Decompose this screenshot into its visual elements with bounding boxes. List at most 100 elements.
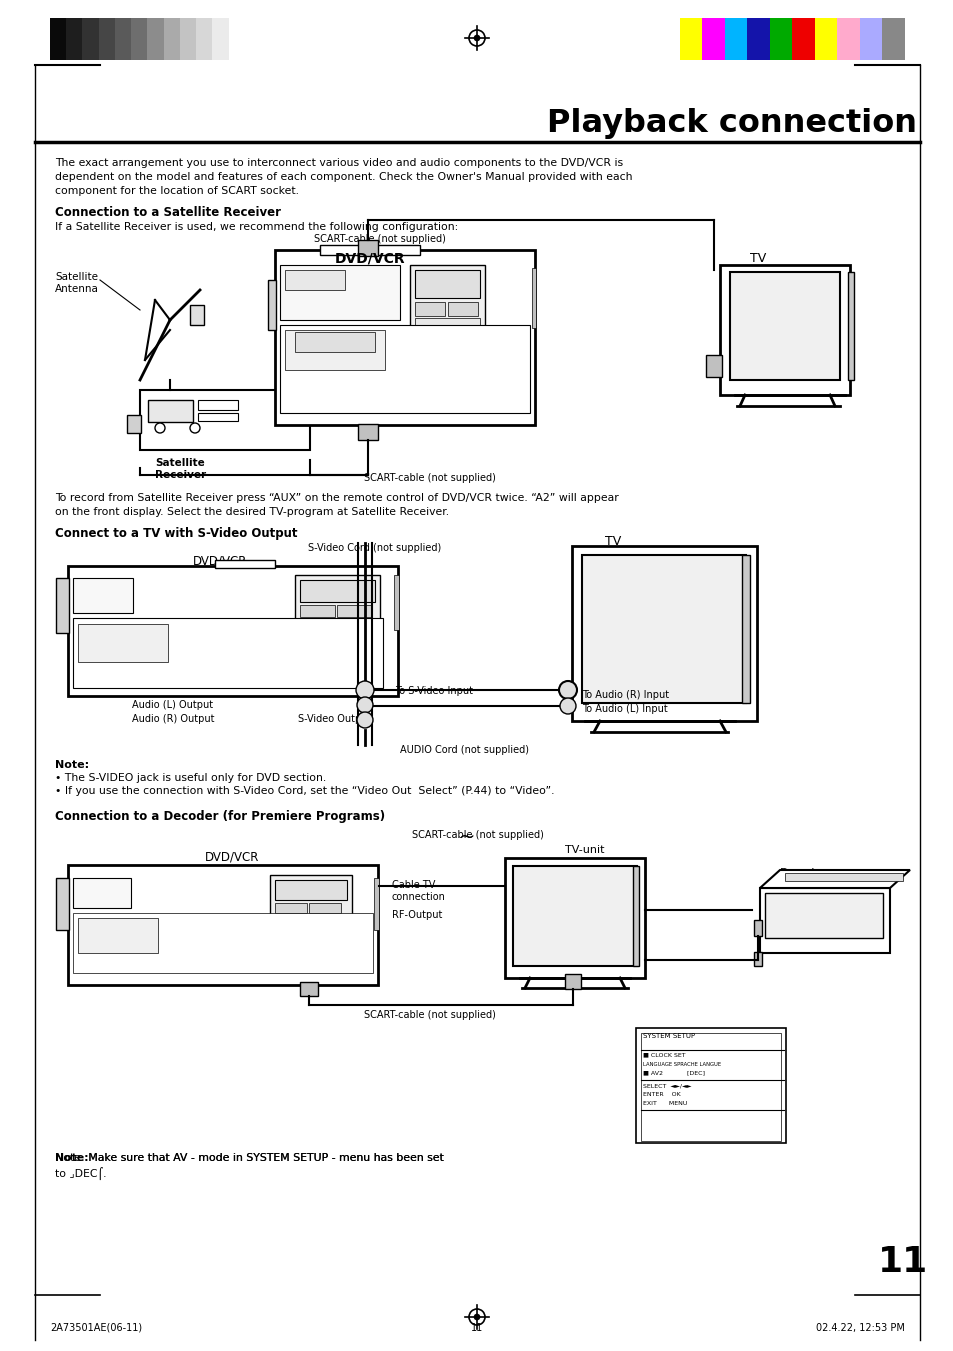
Bar [198,400,237,409]
Bar [270,875,352,927]
Bar [753,952,761,966]
Text: To Audio (L) Input: To Audio (L) Input [581,704,667,713]
Circle shape [474,35,479,41]
Text: DVD/VCR: DVD/VCR [205,850,259,863]
Bar [747,18,769,59]
Text: Satellite
Antenna: Satellite Antenna [55,272,99,293]
Text: Note: Make sure that AV - mode in SYSTEM SETUP - menu has been set: Note: Make sure that AV - mode in SYSTEM… [55,1152,443,1163]
Bar [847,272,853,380]
Bar [640,1034,779,1048]
Bar [73,913,373,973]
Bar [148,400,193,422]
Text: Connect to a TV with S-Video Output: Connect to a TV with S-Video Output [55,527,297,540]
Text: To Audio (R) Input: To Audio (R) Input [581,690,668,700]
Text: SCART-cable (not supplied): SCART-cable (not supplied) [314,234,445,245]
Bar [140,390,310,450]
Circle shape [356,697,373,713]
Bar [285,330,385,370]
Bar [581,555,745,703]
Bar [73,578,132,613]
Bar [190,305,204,326]
Text: 02.4.22, 12:53 PM: 02.4.22, 12:53 PM [815,1323,904,1333]
Bar [415,303,444,316]
Bar [73,617,382,688]
Text: Playback connection: Playback connection [546,108,916,139]
Bar [701,18,724,59]
Bar [564,974,580,989]
Bar [299,617,375,628]
Text: SYSTEM SETUP: SYSTEM SETUP [642,1034,695,1039]
Bar [294,332,375,353]
Text: Note:: Note: [55,761,89,770]
Bar [724,18,747,59]
Bar [229,18,245,59]
Text: ■ CLOCK SET: ■ CLOCK SET [642,1052,685,1056]
Circle shape [559,698,576,713]
Bar [309,902,340,913]
Text: LANGUAGE SPRACHE LANGUE: LANGUAGE SPRACHE LANGUE [642,1062,720,1067]
Bar [882,18,904,59]
Bar [299,580,375,603]
Circle shape [154,423,165,434]
Bar [764,893,882,938]
Text: ENTER    OK: ENTER OK [642,1092,680,1097]
Bar [741,555,749,703]
Bar [78,917,158,952]
Bar [164,18,180,59]
Text: TV-unit: TV-unit [564,844,604,855]
Bar [504,858,644,978]
Bar [760,888,889,952]
Bar [299,605,335,617]
Bar [198,413,237,422]
Text: RF-Output: RF-Output [392,911,442,920]
Text: SCART-cable (not supplied): SCART-cable (not supplied) [364,473,496,484]
Bar [196,18,213,59]
Text: Cable TV-
connection: Cable TV- connection [392,880,445,901]
Bar [410,265,484,335]
Bar [73,878,131,908]
Text: • If you use the connection with S-Video Cord, set the “Video Out  Select” (P.44: • If you use the connection with S-Video… [55,786,554,796]
Bar [56,578,69,634]
Text: TV: TV [749,253,765,265]
Bar [115,18,132,59]
Text: DVD/VCR: DVD/VCR [335,253,405,266]
Text: S-Video Output: S-Video Output [297,713,371,724]
Bar [394,576,398,630]
Bar [299,982,317,996]
Bar [705,355,721,377]
Text: S-Video Cord (not supplied): S-Video Cord (not supplied) [308,543,441,553]
Bar [285,270,345,290]
Bar [214,561,274,567]
Text: SCART-cable (not supplied): SCART-cable (not supplied) [412,830,543,840]
Bar [274,902,307,913]
Text: to ⌟DEC⌠.: to ⌟DEC⌠. [55,1167,107,1179]
Bar [572,546,757,721]
Bar [374,878,378,929]
Text: Decoder: Decoder [780,867,826,878]
Text: SELECT  ◄►/◄►: SELECT ◄►/◄► [642,1084,691,1088]
Bar [636,1028,785,1143]
Bar [78,624,168,662]
Circle shape [474,1315,479,1320]
Bar [859,18,882,59]
Text: 2A73501AE(06-11): 2A73501AE(06-11) [50,1323,142,1333]
Bar [729,272,840,380]
Circle shape [356,712,373,728]
Text: 11: 11 [877,1246,927,1279]
Bar [66,18,82,59]
Text: TV: TV [604,535,620,549]
Bar [448,303,477,316]
Bar [679,18,701,59]
Text: Satellite
Receiver: Satellite Receiver [154,458,206,480]
Text: Note:: Note: [55,1152,89,1163]
Polygon shape [760,870,909,888]
Bar [357,424,377,440]
Text: Connection to a Satellite Receiver: Connection to a Satellite Receiver [55,205,281,219]
Text: on the front display. Select the desired TV-program at Satellite Receiver.: on the front display. Select the desired… [55,507,449,517]
Bar [769,18,792,59]
Bar [50,18,66,59]
Text: 11: 11 [471,1323,482,1333]
Bar [268,280,275,330]
Bar [127,415,141,434]
Text: EXIT      MENU: EXIT MENU [642,1101,687,1106]
